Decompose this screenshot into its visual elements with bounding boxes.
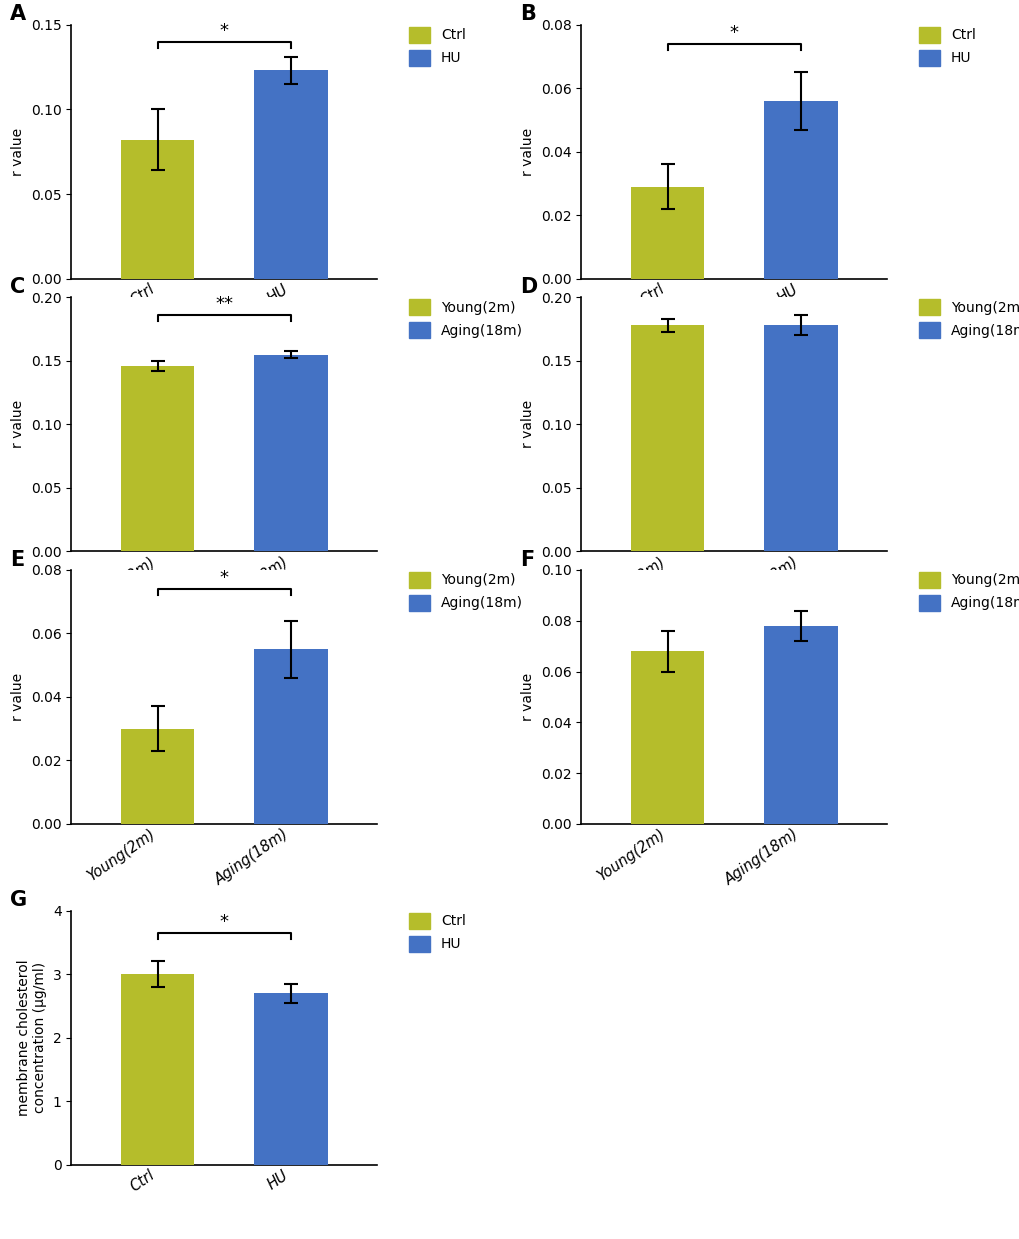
Bar — [631, 187, 704, 279]
Legend: Young(2m), Aging(18m): Young(2m), Aging(18m) — [409, 300, 523, 338]
Text: **: ** — [215, 295, 233, 313]
Bar — [254, 71, 327, 279]
Text: *: * — [220, 913, 228, 930]
Text: F: F — [520, 550, 534, 570]
Text: D: D — [520, 278, 537, 297]
Bar — [121, 974, 195, 1165]
Legend: Ctrl, HU: Ctrl, HU — [918, 27, 975, 66]
Y-axis label: r value: r value — [11, 128, 25, 176]
Legend: Young(2m), Aging(18m): Young(2m), Aging(18m) — [409, 572, 523, 611]
Y-axis label: r value: r value — [11, 673, 25, 721]
Y-axis label: r value: r value — [521, 673, 535, 721]
Y-axis label: r value: r value — [521, 128, 535, 176]
Text: B: B — [520, 5, 536, 25]
Bar — [763, 626, 837, 824]
Bar — [254, 354, 327, 551]
Text: *: * — [730, 24, 738, 42]
Bar — [763, 102, 837, 279]
Legend: Young(2m), Aging(18m): Young(2m), Aging(18m) — [918, 572, 1019, 611]
Legend: Ctrl, HU: Ctrl, HU — [409, 27, 466, 66]
Text: A: A — [10, 5, 26, 25]
Y-axis label: r value: r value — [521, 400, 535, 449]
Bar — [763, 326, 837, 551]
Bar — [254, 649, 327, 824]
Bar — [121, 366, 195, 551]
Bar — [631, 326, 704, 551]
Text: *: * — [220, 21, 228, 40]
Text: *: * — [220, 569, 228, 587]
Y-axis label: r value: r value — [11, 400, 25, 449]
Y-axis label: membrane cholesterol
concentration (μg/ml): membrane cholesterol concentration (μg/m… — [17, 959, 47, 1116]
Bar — [121, 729, 195, 824]
Text: G: G — [10, 891, 28, 911]
Bar — [631, 652, 704, 824]
Legend: Ctrl, HU: Ctrl, HU — [409, 913, 466, 952]
Text: C: C — [10, 278, 25, 297]
Bar — [121, 140, 195, 279]
Legend: Young(2m), Aging(18m): Young(2m), Aging(18m) — [918, 300, 1019, 338]
Bar — [254, 994, 327, 1165]
Text: E: E — [10, 550, 24, 570]
